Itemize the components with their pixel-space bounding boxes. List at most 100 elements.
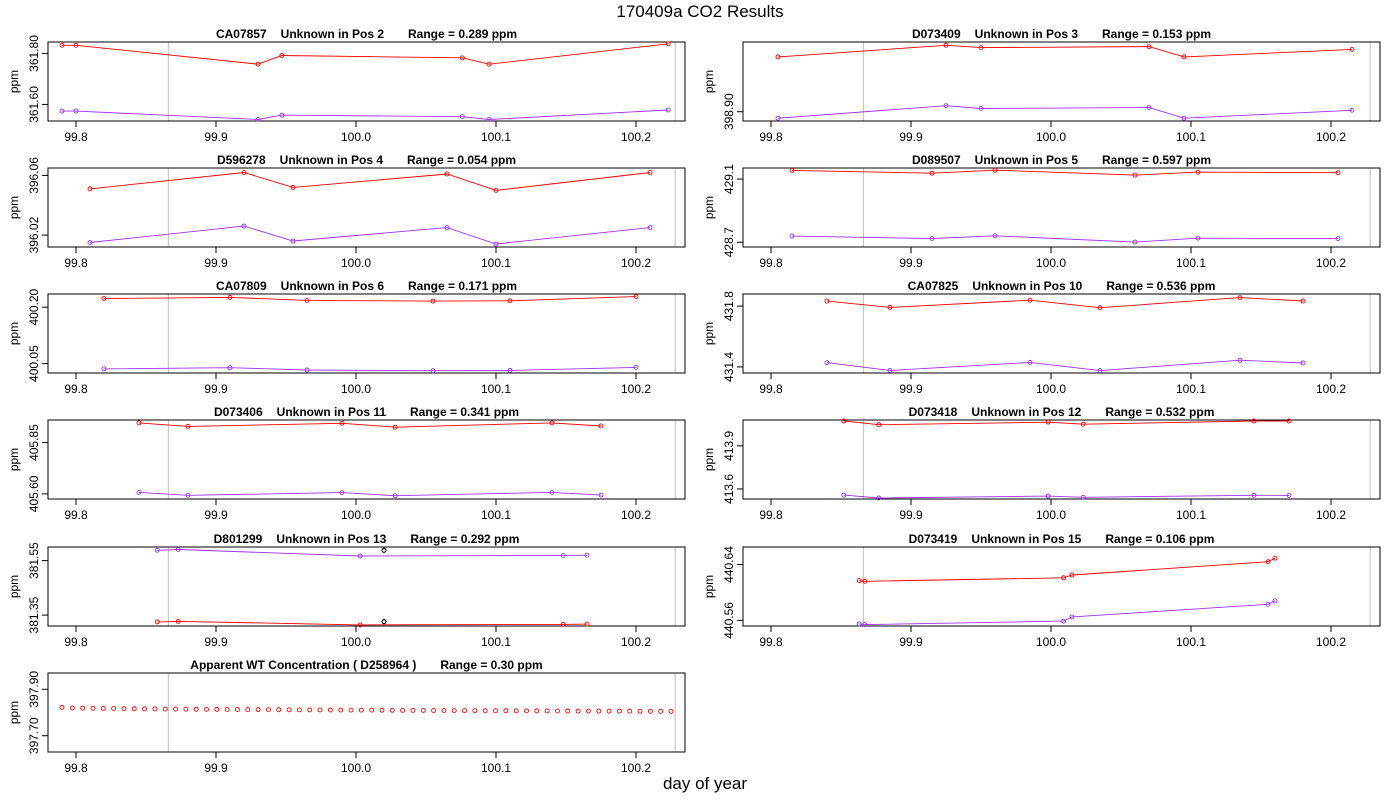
scatter-point [296, 707, 302, 713]
y-tick-label: 431.8 [722, 291, 736, 321]
data-point-upper [856, 578, 862, 584]
x-tick-label: 100.2 [621, 508, 651, 522]
scatter-point [637, 708, 643, 714]
y-tick-label: 397.90 [27, 671, 41, 708]
series-line-lower [157, 620, 588, 626]
x-tick-label: 100.0 [341, 761, 371, 775]
x-tick-label: 99.8 [64, 635, 88, 649]
x-tick-label: 100.1 [481, 508, 511, 522]
y-axis-label: ppm [7, 70, 21, 93]
panel-id: CA07825 [908, 279, 959, 293]
y-tick-label: 428.7 [722, 227, 736, 257]
y-tick-label: 405.85 [27, 424, 41, 461]
data-point-upper [633, 294, 639, 300]
data-point-lower [227, 365, 233, 371]
scatter-point [338, 707, 344, 713]
x-tick-label: 99.9 [899, 256, 923, 270]
data-point-upper [1251, 418, 1257, 424]
scatter-point [183, 706, 189, 712]
x-tick-label: 99.8 [759, 508, 783, 522]
data-point-lower [856, 621, 862, 627]
y-tick-label: 361.60 [27, 86, 41, 123]
y-tick-label: 440.64 [722, 546, 736, 583]
x-tick-label: 100.1 [1176, 256, 1206, 270]
panel-title: D073406 Unknown in Pos 11 Range = 0.341 pp… [214, 405, 519, 419]
data-point-upper [1181, 54, 1187, 60]
series-line-upper [843, 420, 1289, 426]
scatter-point [121, 706, 127, 712]
data-point-lower [1045, 493, 1051, 499]
scatter-point [224, 706, 230, 712]
y-tick-label: 398.90 [722, 93, 736, 130]
data-point-upper [647, 170, 653, 175]
series-line-upper [138, 422, 602, 428]
data-point-upper [598, 423, 604, 429]
series-line-upper [777, 44, 1353, 58]
panel-pos-label: Unknown in Pos 15 [971, 532, 1081, 546]
series-line-lower [89, 225, 651, 245]
x-tick-label: 100.0 [341, 508, 371, 522]
scatter-point [204, 706, 209, 712]
series-line-lower [843, 494, 1290, 499]
data-point-upper [255, 61, 261, 67]
panel-id: D801299 [214, 532, 263, 546]
x-tick-label: 100.1 [1176, 382, 1206, 396]
data-point-upper [992, 167, 998, 173]
x-tick-label: 99.8 [759, 130, 783, 144]
data-point-lower [1181, 115, 1187, 121]
scatter-point [534, 708, 540, 714]
x-tick-label: 99.9 [899, 635, 923, 649]
x-tick-label: 100.0 [1036, 508, 1066, 522]
data-point-upper [459, 55, 465, 61]
y-axis-label: ppm [7, 448, 21, 471]
data-point-lower [1061, 618, 1067, 624]
data-point-upper [154, 547, 160, 553]
data-point-lower [1251, 492, 1257, 498]
data-point-upper [887, 304, 893, 310]
panel-range: Range = 0.171 ppm [408, 279, 517, 293]
panel-range: Range = 0.153 ppm [1102, 27, 1211, 41]
data-point-lower [59, 108, 65, 114]
data-point-lower [862, 622, 868, 628]
plot-frame [742, 167, 1381, 248]
y-tick-label: 381.35 [27, 596, 41, 633]
data-point-lower [136, 489, 142, 495]
data-point-upper [665, 41, 671, 47]
panel-ca07825: CA07825 Unknown in Pos 10 Range = 0.536 pp… [702, 279, 1381, 396]
data-point-upper [584, 552, 590, 558]
panel-d801299: D801299 Unknown in Pos 13 Range = 0.292 pp… [7, 532, 686, 649]
data-point-upper [486, 61, 492, 67]
series-line-lower [777, 105, 1353, 119]
data-point-upper [1027, 297, 1033, 303]
x-tick-label: 100.2 [621, 761, 651, 775]
panel-range: Range = 0.341 ppm [410, 405, 519, 419]
panel-title: D073419 Unknown in Pos 15 Range = 0.106 pp… [909, 532, 1215, 546]
data-point-lower [560, 621, 566, 627]
scatter-point [472, 708, 478, 714]
data-point-lower [1027, 359, 1033, 365]
data-point-upper [1069, 572, 1075, 578]
y-axis-label: ppm [7, 701, 21, 724]
figure-title: 170409a CO2 Results [616, 2, 784, 21]
scatter-point [59, 704, 65, 710]
scatter-point [503, 708, 509, 714]
data-point-upper [789, 167, 795, 173]
scatter-point [544, 708, 550, 714]
panel-d089507: D089507 Unknown in Pos 5 Range = 0.597 ppm… [702, 153, 1381, 270]
panel-range: Range = 0.532 ppm [1105, 405, 1214, 419]
data-point-lower [279, 112, 285, 118]
x-axis-label: day of year [662, 774, 748, 793]
data-point-upper [339, 420, 345, 426]
data-point-upper [929, 170, 935, 176]
x-tick-label: 100.2 [1316, 382, 1346, 396]
scatter-point [317, 707, 323, 713]
data-point-lower [444, 225, 450, 231]
data-point-lower [1272, 598, 1278, 604]
x-tick-label: 99.9 [204, 256, 228, 270]
scatter-point [565, 708, 571, 714]
plot-frame [742, 546, 1381, 627]
series-line-upper [89, 172, 651, 191]
reference-marker [381, 619, 387, 625]
data-point-upper [136, 420, 142, 426]
y-axis-label: ppm [702, 322, 716, 345]
